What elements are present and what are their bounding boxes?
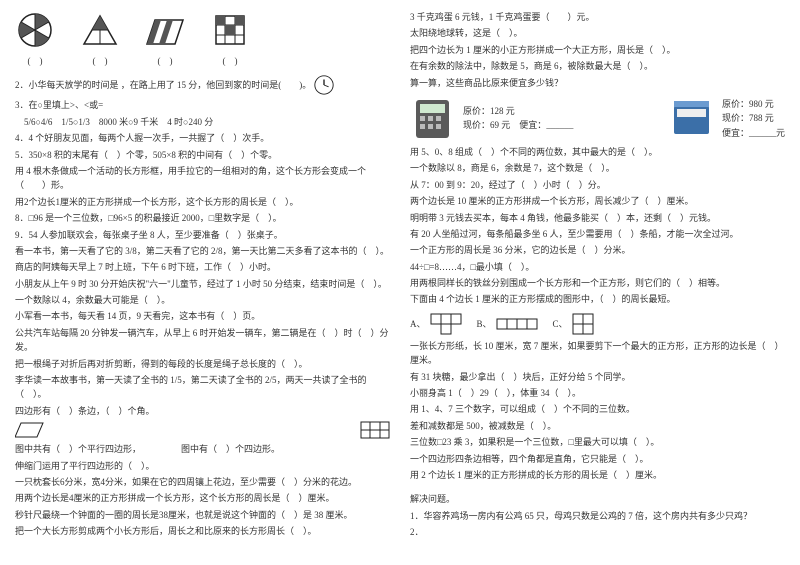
r9: 两个边长是 10 厘米的正方形拼成一个长方形，周长减少了（ ）厘米。 xyxy=(410,194,785,208)
r22: 一个四边形四条边相等，四个角都是直角，它只能是（ ）。 xyxy=(410,452,785,466)
opt-b-shape-icon xyxy=(496,318,538,330)
shapes-row xyxy=(15,10,390,50)
r12: 一个正方形的周长是 36 分米，它的边长是（ ）分米。 xyxy=(410,243,785,257)
r5: 算一算，这些商品比原来便宜多少钱？ xyxy=(410,76,785,90)
q13b-texts: 图中共有（ ）个平行四边形， 图中有（ ）个四边形。 xyxy=(15,442,390,456)
grid-rect-icon xyxy=(360,420,390,440)
orig-label: 原价： xyxy=(722,99,749,109)
options-row: A、 B、 C、 xyxy=(410,313,785,335)
now-label: 现价： xyxy=(722,113,749,123)
cheap-blank: ______ xyxy=(546,120,573,130)
left-column: ( ) ( ) ( ) ( ) 2．小华每天放学的时间是 ，在路上用了 15 分… xyxy=(15,10,390,555)
r6: 用 5、0、8 组成（ ）个不同的两位数，其中最大的是（ ）。 xyxy=(410,145,785,159)
r11: 有 20 人坐船过河，每条船最多坐 6 人，至少需要用（ ）条船，才能一次全过河… xyxy=(410,227,785,241)
q10b: 商店的阿姨每天早上 7 时上班，下午 6 时下班，工作（ ）小时。 xyxy=(15,260,390,274)
grid-square-icon xyxy=(210,10,250,50)
r10: 明明带 3 元钱去买本，每本 4 角钱，他最多能买（ ）本，还剩（ ）元钱。 xyxy=(410,211,785,225)
opt-b-label: B、 xyxy=(477,317,492,331)
q9: 9．54 人参加联欢会，每张桌子坐 8 人，至少要准备（ ）张桌子。 xyxy=(15,228,390,242)
opt-a-shape-icon xyxy=(430,313,462,335)
q6b: 用2个边长1厘米的正方形拼成一个长方形，这个长方形的周长是（ ）。 xyxy=(15,195,390,209)
now-price: 69 元 xyxy=(490,120,510,130)
q2-text: 2．小华每天放学的时间是 ，在路上用了 15 分，他回到家的时间是( )。 xyxy=(15,78,311,92)
products-row: 原价：128 元 现价：69 元 便宜：______ 原价：980 元 现价：7… xyxy=(410,96,785,141)
q3-head: 3．在○里填上>、<或= xyxy=(15,98,390,112)
q13c: 伸缩门运用了平行四边形的（ ）。 xyxy=(15,459,390,473)
parallelogram-stripes-icon xyxy=(145,10,185,50)
r2: 太阳绕地球转，这是（ ）。 xyxy=(410,26,785,40)
parallelogram-icon xyxy=(15,420,45,440)
q11a: 一个数除以 4，余数最大可能是（ ）。 xyxy=(15,293,390,307)
opt-b: B、 xyxy=(477,317,538,331)
r8: 从 7：00 到 9：20，经过了（ ）小时（ ）分。 xyxy=(410,178,785,192)
q11b: 小军看一本书，每天看 14 页，9 天看完，这本书有（ ）页。 xyxy=(15,309,390,323)
solve-head: 解决问题。 xyxy=(410,492,785,506)
q11d: 把一根绳子对折后再对折剪断，得到的每段的长度是绳子总长度的（ ）。 xyxy=(15,357,390,371)
opt-c-label: C、 xyxy=(553,317,568,331)
shape-label: ( ) xyxy=(15,54,55,68)
r13: 44÷□=8……4，□最小填（ ）。 xyxy=(410,260,785,274)
shape-label: ( ) xyxy=(210,54,250,68)
opt-a-label: A、 xyxy=(410,317,426,331)
opt-c-shape-icon xyxy=(572,313,594,335)
q15c: 把一个大长方形剪成两个小长方形后，周长之和比原来的长方形周长（ ）。 xyxy=(15,524,390,538)
orig-price: 128 元 xyxy=(490,106,515,116)
r19: 用 1、4、7 三个数字，可以组成（ ）个不同的三位数。 xyxy=(410,402,785,416)
cheap-blank: ______元 xyxy=(749,128,785,138)
r3: 把四个边长为 1 厘米的小正方形拼成一个大正方形，周长是（ ）。 xyxy=(410,43,785,57)
opt-a: A、 xyxy=(410,313,462,335)
q10a: 看一本书，第一天看了它的 3/8，第二天看了它的 2/8，第一天比第二天多看了这… xyxy=(15,244,390,258)
q5: 5．350×8 积的末尾有（ ）个零，505×8 积的中间有（ ）个零。 xyxy=(15,148,390,162)
product2: 原价：980 元 现价：788 元 便宜：______元 xyxy=(722,97,785,140)
r23: 用 2 个边长 1 厘米的正方形拼成的长方形的周长是（ ）厘米。 xyxy=(410,468,785,482)
q13a-row: 四边形有（ ）条边，（ ）个角。 xyxy=(15,404,390,418)
product1: 原价：128 元 现价：69 元 便宜：______ xyxy=(463,104,573,133)
circle-pie-icon xyxy=(15,10,55,50)
now-label: 现价： xyxy=(463,120,490,130)
r14: 用两根同样长的铁丝分别围成一个长方形和一个正方形，则它们的（ ）相等。 xyxy=(410,276,785,290)
cheap-label: 便宜： xyxy=(722,128,749,138)
q15b: 秒针尺最绕一个钟面的一圈的周长是38厘米，也就是说这个钟面的（ ）是 38 厘米… xyxy=(15,508,390,522)
r15: 下面由 4 个边长 1 厘米的正方形摆成的图形中，（ ）的周长最短。 xyxy=(410,292,785,306)
r4: 在有余数的除法中，除数是 5，商是 6，被除数最大是（ ）。 xyxy=(410,59,785,73)
q13a: 四边形有（ ）条边，（ ）个角。 xyxy=(15,404,155,418)
r18: 小丽身高 1（ ）29（ ），体重 34（ ）。 xyxy=(410,386,785,400)
r7: 一个数除以 8，商是 6，余数是 7，这个数是（ ）。 xyxy=(410,161,785,175)
q11c: 公共汽车站每隔 20 分钟发一辆汽车，从早上 6 时开始发一辆车，第二辆是在（ … xyxy=(15,326,390,355)
shape-label: ( ) xyxy=(80,54,120,68)
now-price: 788 元 xyxy=(749,113,774,123)
box-product-icon xyxy=(669,96,714,141)
calculator-icon xyxy=(410,96,455,141)
orig-label: 原价： xyxy=(463,106,490,116)
r1: 3 千克鸡蛋 6 元钱，1 千克鸡蛋要（ ）元。 xyxy=(410,10,785,24)
orig-price: 980 元 xyxy=(749,99,774,109)
q2-row: 2．小华每天放学的时间是 ，在路上用了 15 分，他回到家的时间是( )。 xyxy=(15,74,390,96)
r17: 有 31 块糖，最少拿出（ ）块后，正好分给 5 个同学。 xyxy=(410,370,785,384)
opt-c: C、 xyxy=(553,313,594,335)
r16: 一张长方形纸，长 10 厘米，宽 7 厘米，如果要剪下一个最大的正方形，正方形的… xyxy=(410,339,785,368)
r20: 差和减数都是 500，被减数是（ ）。 xyxy=(410,419,785,433)
q13b-right: 图中有（ ）个四边形。 xyxy=(181,442,280,456)
q13b-left: 图中共有（ ）个平行四边形， xyxy=(15,442,141,456)
shape-labels: ( ) ( ) ( ) ( ) xyxy=(15,54,390,68)
solve2: 2． xyxy=(410,525,785,539)
r21: 三位数□23 乘 3，如果积是一个三位数，□里最大可以填（ ）。 xyxy=(410,435,785,449)
shape-label: ( ) xyxy=(145,54,185,68)
q15a: 用两个边长是4厘米的正方形拼成一个长方形，这个长方形的周长是（ ）厘米。 xyxy=(15,491,390,505)
q10c: 小朋友从上午 9 时 30 分开始庆祝"六一"儿童节，经过了 1 小时 50 分… xyxy=(15,277,390,291)
q14: 一只枕套长6分米，宽4分米，如果在它的四周镶上花边，至少需要（ ）分米的花边。 xyxy=(15,475,390,489)
right-column: 3 千克鸡蛋 6 元钱，1 千克鸡蛋要（ ）元。 太阳绕地球转，这是（ ）。 把… xyxy=(410,10,785,555)
q4: 4．4 个好朋友见面，每两个人握一次手，一共握了（ ）次手。 xyxy=(15,131,390,145)
q8: 8．□96 是一个三位数，□96×5 的积最接近 2000，□里数字是（ ）。 xyxy=(15,211,390,225)
q3-body: 5/6○4/6 1/5○1/3 8000 米○9 千米 4 时○240 分 xyxy=(15,115,390,129)
q12: 李华读一本故事书，第一天读了全书的 1/5，第二天读了全书的 2/5，两天一共读… xyxy=(15,373,390,402)
q6a: 用 4 根木条做成一个活动的长方形框，用手拉它的一组相对的角，这个长方形会变成一… xyxy=(15,164,390,193)
solve1: 1．华容养鸡场一房内有公鸡 65 只，母鸡只数是公鸡的 7 倍，这个房内共有多少… xyxy=(410,509,785,523)
q13b-row xyxy=(15,420,390,440)
triangle-icon xyxy=(80,10,120,50)
clock-icon xyxy=(313,74,335,96)
cheap-label: 便宜： xyxy=(519,120,546,130)
